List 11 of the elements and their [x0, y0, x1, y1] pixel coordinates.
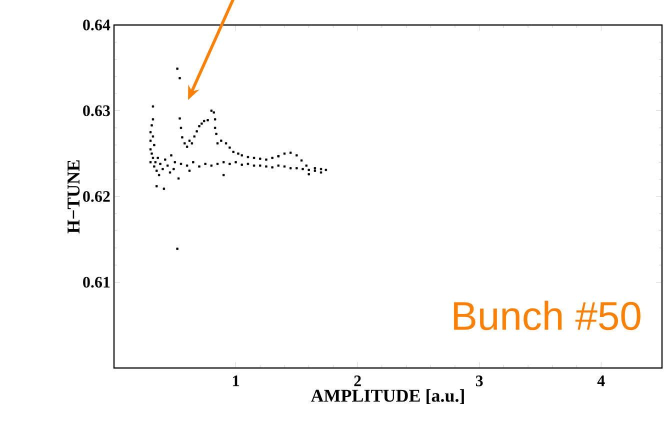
y-tick-label: 0.63: [83, 105, 110, 116]
y-tick-label: 0.61: [83, 276, 110, 288]
y-tick-label: 0.62: [83, 191, 110, 202]
x-tick-label: 1: [233, 376, 239, 386]
y-tick-label: 0.64: [83, 20, 110, 30]
x-tick-label: 3: [476, 376, 483, 386]
y-axis-title: H−TUNE: [68, 160, 80, 234]
x-tick-label: 2: [354, 376, 361, 386]
x-axis-title: AMPLITUDE [a.u.]: [310, 389, 464, 404]
annotation: Bunch #50: [454, 300, 640, 330]
x-tick-label: 4: [597, 376, 605, 386]
